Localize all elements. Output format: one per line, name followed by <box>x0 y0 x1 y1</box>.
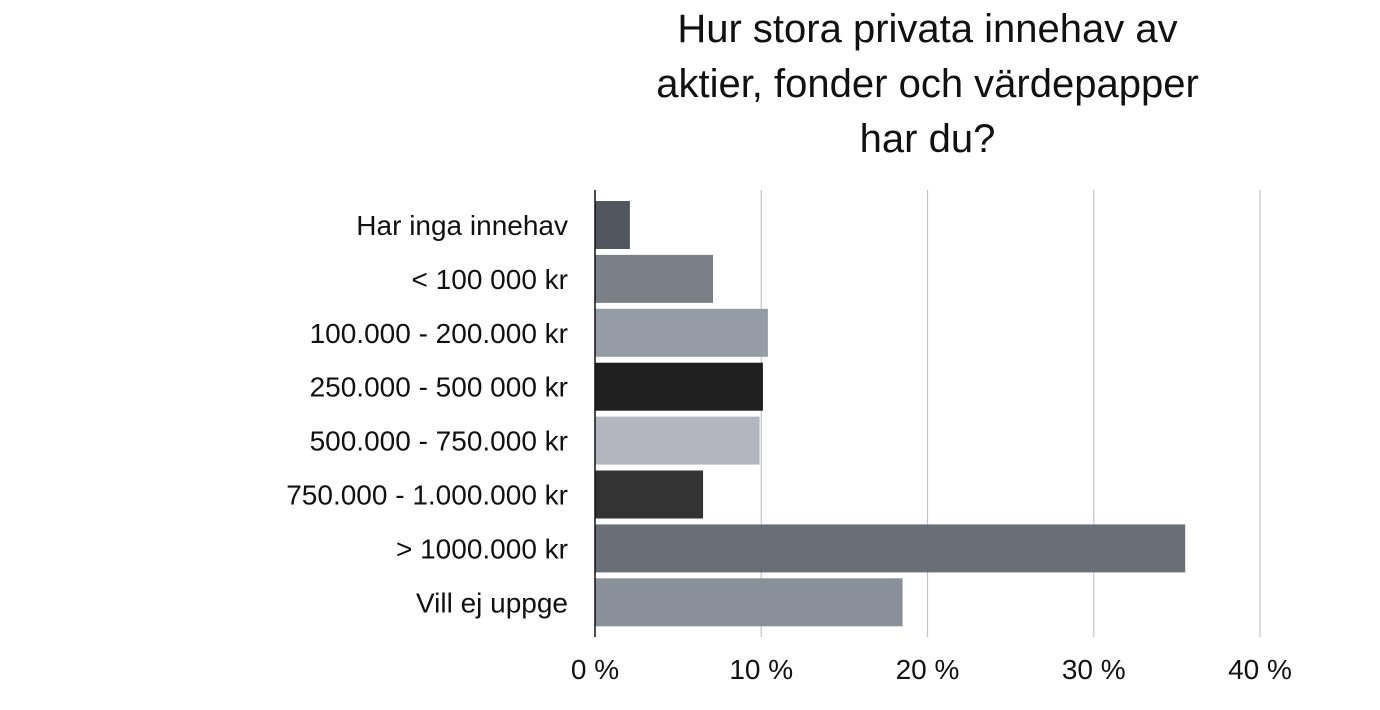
x-tick-label-2: 20 % <box>896 654 960 685</box>
x-tick-label-4: 40 % <box>1228 654 1292 685</box>
x-tick-labels: 0 % 10 % 20 % 30 % 40 % <box>571 654 1292 685</box>
bar-1 <box>595 254 714 303</box>
x-tick-label-3: 30 % <box>1062 654 1126 685</box>
category-labels: Har inga innehav < 100 000 kr 100.000 - 20… <box>286 210 568 618</box>
x-tick-label-0: 0 % <box>571 654 619 685</box>
category-label-0: Har inga innehav <box>356 210 568 241</box>
bar-0 <box>595 201 630 249</box>
bar-3 <box>595 362 763 411</box>
chart-title: Hur stora privata innehav av aktier, fon… <box>520 2 1335 167</box>
bar-4 <box>595 416 760 465</box>
category-label-7: Vill ej uppge <box>416 587 568 618</box>
category-label-2: 100.000 - 200.000 kr <box>310 318 568 349</box>
chart-title-line-1: Hur stora privata innehav av <box>677 7 1178 51</box>
category-label-3: 250.000 - 500 000 kr <box>310 372 568 403</box>
category-label-1: < 100 000 kr <box>412 264 568 295</box>
bar-7 <box>595 578 903 627</box>
category-label-5: 750.000 - 1.000.000 kr <box>286 480 568 511</box>
category-label-6: > 1000.000 kr <box>396 533 568 564</box>
chart-title-line-3: har du? <box>859 117 996 161</box>
category-label-4: 500.000 - 750.000 kr <box>310 426 568 457</box>
bar-5 <box>595 470 704 519</box>
chart-title-line-2: aktier, fonder och värdepapper <box>656 62 1199 106</box>
bar-2 <box>595 308 768 357</box>
bars <box>595 201 1186 627</box>
bar-6 <box>595 524 1186 573</box>
x-tick-label-1: 10 % <box>729 654 793 685</box>
